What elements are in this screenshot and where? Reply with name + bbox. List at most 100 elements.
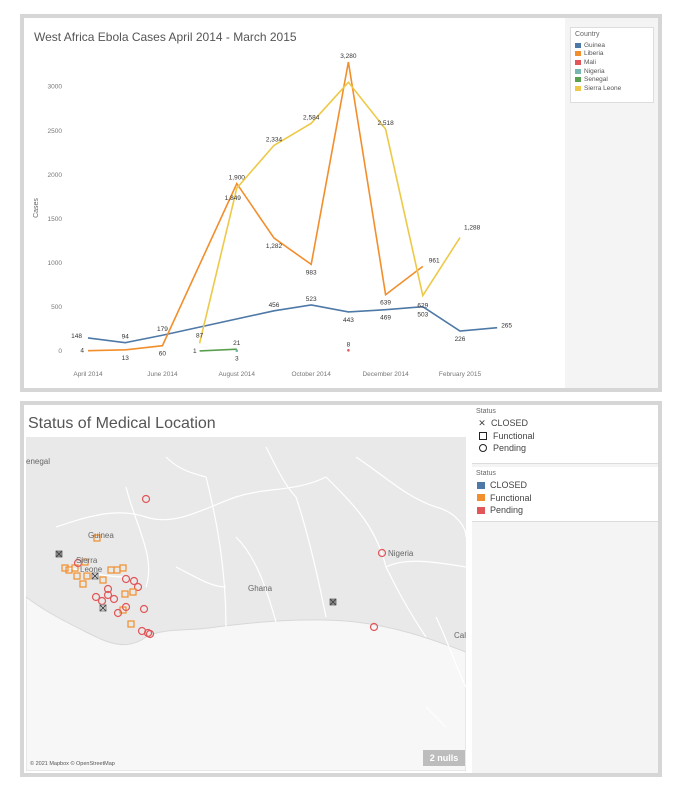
x-tick-label: December 2014 xyxy=(362,371,409,378)
series-line-sierra-leone xyxy=(198,81,461,344)
swatch-icon xyxy=(477,481,485,489)
chart-title: West Africa Ebola Cases April 2014 - Mar… xyxy=(34,30,297,44)
map-attribution: © 2021 Mapbox © OpenStreetMap xyxy=(30,761,115,767)
data-label: 87 xyxy=(196,332,204,339)
x-tick-label: June 2014 xyxy=(147,371,178,378)
data-label: 226 xyxy=(455,336,466,343)
data-label: 1 xyxy=(193,348,197,355)
y-tick-label: 3000 xyxy=(48,84,63,91)
data-label: 2,584 xyxy=(303,114,320,121)
data-label: 13 xyxy=(122,355,130,362)
series-line-liberia xyxy=(87,61,424,352)
data-label: 179 xyxy=(157,326,168,333)
label-guinea: Guinea xyxy=(88,531,114,540)
shape-legend-pending[interactable]: Pending xyxy=(477,442,658,455)
x-tick-label: April 2014 xyxy=(73,371,103,378)
map-sidebar xyxy=(472,405,658,773)
legend-swatch-icon xyxy=(575,68,581,74)
y-tick-label: 500 xyxy=(51,304,62,311)
legend-swatch-icon xyxy=(575,85,581,91)
data-label: 1,900 xyxy=(229,175,246,182)
y-tick-label: 1000 xyxy=(48,260,63,267)
data-label: 2,334 xyxy=(266,136,283,143)
data-label: 469 xyxy=(380,315,391,322)
map-svg xyxy=(26,446,466,771)
swatch-icon xyxy=(477,506,485,514)
label-ghana: Ghana xyxy=(248,584,273,593)
country-legend[interactable]: Country Guinea Liberia Mali Nigeria Senegal S… xyxy=(570,27,654,103)
line-chart-panel: Cases 0 500 1000 1500 2000 2500 3000 April 2014 J… xyxy=(20,14,662,392)
line-chart: Cases 0 500 1000 1500 2000 2500 3000 April 2014 J… xyxy=(33,53,512,378)
legend-item-nigeria[interactable]: Nigeria xyxy=(575,67,653,76)
legend-title: Country xyxy=(575,31,600,38)
legend-label: Liberia xyxy=(584,50,604,58)
data-label: 94 xyxy=(122,334,130,341)
color-legend-closed[interactable]: CLOSED xyxy=(477,479,658,492)
series-point-nigeria xyxy=(235,349,239,353)
y-tick-label: 2500 xyxy=(48,128,63,135)
color-legend-title: Status xyxy=(476,470,496,477)
legend-swatch-icon xyxy=(575,51,581,57)
data-label: 629 xyxy=(417,303,428,310)
data-label: 1,849 xyxy=(225,195,242,202)
label-senegal: enegal xyxy=(26,457,51,466)
x-tick-label: October 2014 xyxy=(292,371,332,378)
shape-legend-title: Status xyxy=(476,408,496,415)
swatch-icon xyxy=(477,494,485,502)
legend-item-mali[interactable]: Mali xyxy=(575,58,653,67)
label-cameroon: Cal xyxy=(454,631,466,640)
legend-swatch-icon xyxy=(575,42,581,48)
legend-item-senegal[interactable]: Senegal xyxy=(575,75,653,84)
legend-swatch-icon xyxy=(575,59,581,65)
map-panel: Status of Medical Location xyxy=(20,401,662,777)
series-line-senegal xyxy=(199,348,237,352)
map-markers xyxy=(55,494,387,639)
legend-label: Sierra Leone xyxy=(584,84,622,92)
legend-item-guinea[interactable]: Guinea xyxy=(575,41,653,50)
square-icon xyxy=(479,431,487,440)
data-label: 1,282 xyxy=(266,243,283,250)
shape-legend-functional[interactable]: Functional xyxy=(477,430,658,443)
color-legend[interactable]: Status CLOSED Functional Pending xyxy=(472,467,658,522)
data-label: 639 xyxy=(380,300,391,307)
shape-legend-closed[interactable]: ✕ CLOSED xyxy=(478,417,529,429)
y-tick-label: 1500 xyxy=(48,216,63,223)
label-sierra: Sierra xyxy=(76,556,98,565)
x-tick-label: August 2014 xyxy=(219,371,256,378)
data-label: 503 xyxy=(417,312,428,319)
x-icon: ✕ xyxy=(478,417,486,428)
data-label: 21 xyxy=(233,340,241,347)
legend-label: Mali xyxy=(584,58,596,66)
y-axis-label: Cases xyxy=(33,198,40,218)
legend-swatch-icon xyxy=(575,77,581,83)
label-leone: Leone xyxy=(80,565,103,574)
data-label: 148 xyxy=(71,333,82,340)
data-label: 4 xyxy=(80,348,84,355)
data-label: 983 xyxy=(306,269,317,276)
nulls-badge[interactable]: 2 nulls xyxy=(423,750,465,766)
data-label: 2,518 xyxy=(377,120,394,127)
data-label: 443 xyxy=(343,317,354,324)
legend-label: Senegal xyxy=(584,76,608,84)
data-label: 265 xyxy=(501,323,512,330)
legend-item-sierra-leone[interactable]: Sierra Leone xyxy=(575,84,653,93)
map-title: Status of Medical Location xyxy=(28,415,216,432)
legend-label: Guinea xyxy=(584,41,605,49)
data-label: 961 xyxy=(429,257,440,264)
y-tick-label: 0 xyxy=(58,348,62,355)
legend-label: Nigeria xyxy=(584,67,605,75)
legend-item-liberia[interactable]: Liberia xyxy=(575,50,653,59)
x-tick-label: February 2015 xyxy=(439,371,482,378)
map-area[interactable]: enegal Guinea Sierra Leone Ghana Nigeria… xyxy=(26,437,466,771)
data-label: 3,280 xyxy=(340,53,357,60)
color-legend-pending[interactable]: Pending xyxy=(477,504,658,517)
label-nigeria: Nigeria xyxy=(388,549,414,558)
y-tick-label: 2000 xyxy=(48,172,63,179)
data-label: 3 xyxy=(235,356,239,363)
data-label: 1,288 xyxy=(464,225,481,232)
color-legend-functional[interactable]: Functional xyxy=(477,492,658,505)
data-label: 523 xyxy=(306,296,317,303)
circle-icon xyxy=(479,444,487,453)
shape-legend[interactable]: Status ✕ CLOSED Functional Pending xyxy=(472,405,658,464)
data-label: 456 xyxy=(269,302,280,309)
